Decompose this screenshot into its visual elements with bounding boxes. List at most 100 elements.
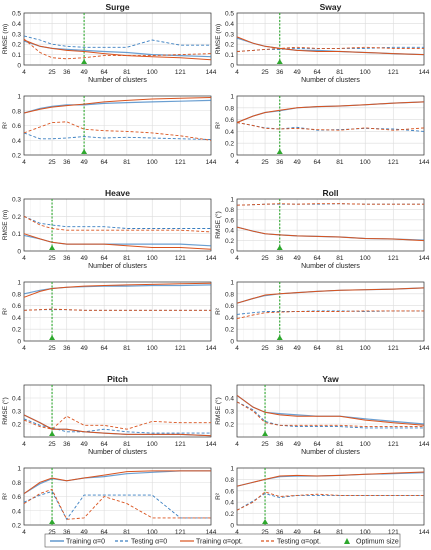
y-tick-label: 0.2 xyxy=(225,422,234,429)
subplot-title: Pitch xyxy=(107,374,128,384)
x-tick-label: 25 xyxy=(261,159,269,166)
x-tick-label: 4 xyxy=(22,345,26,352)
y-tick-label: 0.1 xyxy=(225,52,234,59)
x-tick-label: 49 xyxy=(80,529,88,536)
series-line-2 xyxy=(23,418,211,434)
y-tick-label: 0.2 xyxy=(12,327,21,334)
series-line-2 xyxy=(23,490,211,521)
y-axis-label: R² xyxy=(2,121,9,129)
y-tick-label: 0.4 xyxy=(12,508,21,515)
x-tick-label: 64 xyxy=(101,69,109,76)
optimum-marker xyxy=(81,149,88,154)
x-tick-label: 36 xyxy=(63,529,71,536)
x-tick-label: 100 xyxy=(360,345,371,352)
x-tick-label: 144 xyxy=(419,69,430,76)
x-tick-label: 144 xyxy=(206,441,217,448)
y-tick-label: 0.8 xyxy=(12,291,21,298)
subplot-title: Roll xyxy=(322,188,338,198)
subplot-8: 0 0.2 0.4 0.6 0.8 1 R² 4 25 36 49 64 81 100 121 144 xyxy=(215,280,430,353)
x-tick-label: 100 xyxy=(147,255,158,262)
x-tick-label: 121 xyxy=(175,69,186,76)
y-tick-label: 0.5 xyxy=(12,11,21,18)
x-tick-label: 144 xyxy=(206,345,217,352)
x-tick-label: 144 xyxy=(419,529,430,536)
y-tick-label: 0.6 xyxy=(225,303,234,310)
subplot-title: Heave xyxy=(105,188,130,198)
x-tick-label: 100 xyxy=(360,441,371,448)
y-tick-label: 0.2 xyxy=(12,42,21,49)
y-axis-label: R² xyxy=(2,492,9,500)
y-tick-label: 0.4 xyxy=(12,396,21,403)
y-tick-label: 0 xyxy=(17,63,21,70)
x-axis-label: Number of clusters xyxy=(301,263,360,270)
series-line-3 xyxy=(236,101,425,123)
x-tick-label: 49 xyxy=(80,159,88,166)
x-tick-label: 100 xyxy=(147,69,158,76)
x-tick-label: 4 xyxy=(22,159,26,166)
y-tick-label: 0.2 xyxy=(225,327,234,334)
series-line-3 xyxy=(23,470,211,495)
series-line-4 xyxy=(236,401,424,428)
subplot-6: Roll 0 0.2 0.4 0.6 0.8 1 RMSE (°) 4 25 36 49 64 81 100… xyxy=(214,188,430,270)
x-tick-label: 100 xyxy=(147,441,158,448)
x-tick-label: 36 xyxy=(276,159,284,166)
x-tick-label: 64 xyxy=(101,529,109,536)
y-tick-label: 0.2 xyxy=(225,511,234,518)
series-line-3 xyxy=(23,233,212,250)
x-tick-label: 36 xyxy=(63,345,71,352)
x-tick-label: 121 xyxy=(388,69,399,76)
legend-box xyxy=(44,533,401,548)
subplot-7: 0 0.2 0.4 0.6 0.8 1 R² 4 25 36 49 64 81 100 121 144 xyxy=(2,280,217,353)
optimum-marker xyxy=(81,59,88,64)
axes-box xyxy=(236,12,425,66)
series-line-3 xyxy=(236,287,425,304)
x-tick-label: 4 xyxy=(235,69,239,76)
series-line-4 xyxy=(23,121,212,141)
y-tick-label: 0.4 xyxy=(225,21,234,28)
x-tick-label: 36 xyxy=(276,69,284,76)
axes-box xyxy=(236,281,425,342)
legend-item: Training α=0 xyxy=(50,539,105,546)
x-tick-label: 49 xyxy=(293,159,301,166)
x-tick-label: 100 xyxy=(360,69,371,76)
y-tick-label: 1 xyxy=(230,94,234,101)
series-line-3 xyxy=(236,471,425,487)
x-tick-label: 144 xyxy=(419,441,430,448)
series-line-1 xyxy=(23,99,212,114)
y-tick-label: 0.4 xyxy=(12,315,21,322)
y-tick-label: 1 xyxy=(230,197,234,204)
x-tick-label: 64 xyxy=(314,69,322,76)
legend-label: Testing α=0 xyxy=(131,539,167,546)
y-tick-label: 0.2 xyxy=(225,238,234,245)
x-tick-label: 49 xyxy=(293,69,301,76)
y-tick-label: 0.6 xyxy=(225,217,234,224)
x-axis-label: Number of clusters xyxy=(301,449,360,456)
y-axis-label: RMSE (°) xyxy=(214,211,222,239)
x-tick-label: 4 xyxy=(235,441,239,448)
x-tick-label: 36 xyxy=(276,529,284,536)
y-tick-label: 0 xyxy=(230,153,234,160)
x-tick-label: 49 xyxy=(80,255,88,262)
subplot-title: Surge xyxy=(105,2,129,12)
x-tick-label: 25 xyxy=(261,345,269,352)
x-tick-label: 36 xyxy=(276,255,284,262)
series-line-4 xyxy=(236,46,424,52)
y-axis-label: R² xyxy=(215,121,222,129)
subplot-3: 0.2 0.4 0.6 0.8 1 R² 4 25 36 49 64 81 100 121 144 xyxy=(2,94,217,167)
axes-box xyxy=(23,384,212,438)
x-tick-label: 121 xyxy=(388,529,399,536)
x-tick-label: 144 xyxy=(419,345,430,352)
x-tick-label: 25 xyxy=(48,529,56,536)
x-tick-label: 100 xyxy=(360,255,371,262)
series-line-4 xyxy=(23,488,211,520)
optimum-marker xyxy=(276,149,283,154)
legend-item: Optimum size xyxy=(344,538,399,546)
y-tick-label: 0.2 xyxy=(225,42,234,49)
y-tick-label: 0 xyxy=(230,339,234,346)
y-axis-label: RMSE (°) xyxy=(214,397,222,425)
x-tick-label: 81 xyxy=(336,441,344,448)
x-tick-label: 4 xyxy=(22,441,26,448)
y-tick-label: 0 xyxy=(230,523,234,530)
